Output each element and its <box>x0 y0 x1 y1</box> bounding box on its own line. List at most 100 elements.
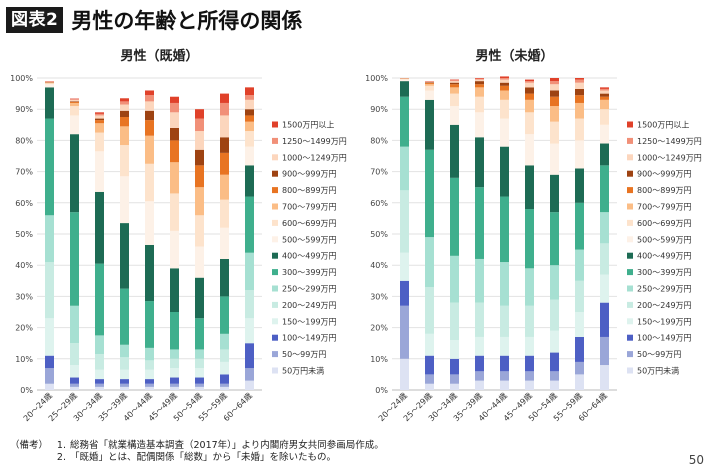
bar-segment <box>575 79 584 83</box>
bar-segment <box>500 262 509 306</box>
bar-segment <box>550 174 559 213</box>
bar-segment <box>145 379 154 384</box>
legend-swatch <box>272 367 278 374</box>
notes-label: （備考） <box>10 440 49 451</box>
legend-label: 250～299万円 <box>282 285 337 294</box>
y-tick-label: 80% <box>370 136 388 145</box>
legend-swatch <box>627 285 633 292</box>
y-tick-label: 0% <box>375 386 388 395</box>
chart-title: 男性（未婚） <box>475 48 553 64</box>
bar-segment <box>550 380 559 390</box>
bar-segment <box>600 109 609 125</box>
bar-segment <box>500 90 509 100</box>
bar-segment <box>500 380 509 390</box>
bar-segment <box>70 102 79 103</box>
bar-segment <box>220 349 229 362</box>
bar-segment <box>600 336 609 366</box>
bar-segment <box>525 336 534 356</box>
bar-segment <box>500 355 509 372</box>
bar-segment <box>550 143 559 175</box>
bar-segment <box>95 115 104 119</box>
bar-segment <box>525 305 534 337</box>
bar-segment <box>450 106 459 125</box>
bar-segment <box>70 98 79 100</box>
bar-segment <box>425 83 434 86</box>
bar-segment <box>220 102 229 116</box>
bar-segment <box>70 365 79 378</box>
bar-segment <box>575 249 584 281</box>
bar-segment <box>195 109 204 119</box>
bar-segment <box>600 124 609 144</box>
legend-swatch <box>627 154 633 161</box>
bar-segment <box>475 81 484 85</box>
bar-segment <box>120 344 129 358</box>
legend-label: 100～149万円 <box>637 334 692 343</box>
bar-segment <box>45 118 54 216</box>
legend-swatch <box>627 203 633 210</box>
bar-segment <box>170 383 179 387</box>
bar-segment <box>95 123 104 133</box>
y-tick-label: 90% <box>15 105 33 114</box>
bar-segment <box>170 230 179 269</box>
bar-segment <box>500 78 509 80</box>
legend-swatch <box>627 318 633 325</box>
bar-segment <box>195 349 204 359</box>
bar-segment <box>220 137 229 153</box>
bar-segment <box>120 176 129 224</box>
bar-segment <box>70 134 79 213</box>
bar-segment <box>550 121 559 144</box>
legend-label: 50万円未満 <box>282 366 324 376</box>
bar-segment <box>120 357 129 370</box>
bar-segment <box>120 104 129 111</box>
bar-segment <box>575 95 584 103</box>
bar-segment <box>195 165 204 188</box>
note-number: 1. <box>56 440 66 451</box>
bar-segment <box>170 96 179 103</box>
bar-segment <box>500 196 509 263</box>
bar-segment <box>45 83 54 85</box>
bar-segment <box>245 87 254 96</box>
bar-segment <box>525 268 534 306</box>
bar-segment <box>120 386 129 390</box>
bar-segment <box>525 355 534 372</box>
bar-segment <box>245 343 254 369</box>
bar-segment <box>500 146 509 197</box>
bar-segment <box>575 361 584 375</box>
bar-segment <box>170 377 179 384</box>
bar-segment <box>450 87 459 94</box>
bar-segment <box>550 106 559 122</box>
bar-segment <box>600 302 609 337</box>
bar-segment <box>525 380 534 390</box>
bar-segment <box>245 368 254 381</box>
bar-segment <box>170 193 179 231</box>
bar-segment <box>450 81 459 83</box>
legend-swatch <box>627 334 633 341</box>
bar-segment <box>500 336 509 356</box>
y-tick-label: 20% <box>370 324 388 333</box>
y-tick-label: 100% <box>10 74 33 83</box>
bar-segment <box>400 280 409 306</box>
bar-segment <box>220 199 229 228</box>
bar-segment <box>525 93 534 100</box>
bar-segment <box>145 383 154 387</box>
bar-segment <box>400 252 409 281</box>
bar-segment <box>425 99 434 150</box>
bar-segment <box>145 244 154 302</box>
bar-segment <box>120 98 129 102</box>
bar-segment <box>500 99 509 119</box>
y-tick-label: 30% <box>15 292 33 301</box>
bar-segment <box>400 358 409 390</box>
bar-segment <box>70 386 79 390</box>
legend-label: 700～799万円 <box>637 203 692 212</box>
note-text: 「既婚」とは、配偶関係「総数」から「未婚」を除いたもの。 <box>70 452 337 463</box>
bar-segment <box>525 371 534 381</box>
bar-segment <box>120 288 129 345</box>
bar-segment <box>475 187 484 259</box>
bar-segment <box>145 120 154 136</box>
bar-segment <box>575 118 584 141</box>
bar-segment <box>475 79 484 82</box>
bar-segment <box>95 151 104 192</box>
legend-label: 800～899万円 <box>637 186 692 195</box>
bar-segment <box>245 99 254 110</box>
bar-segment <box>245 290 254 319</box>
